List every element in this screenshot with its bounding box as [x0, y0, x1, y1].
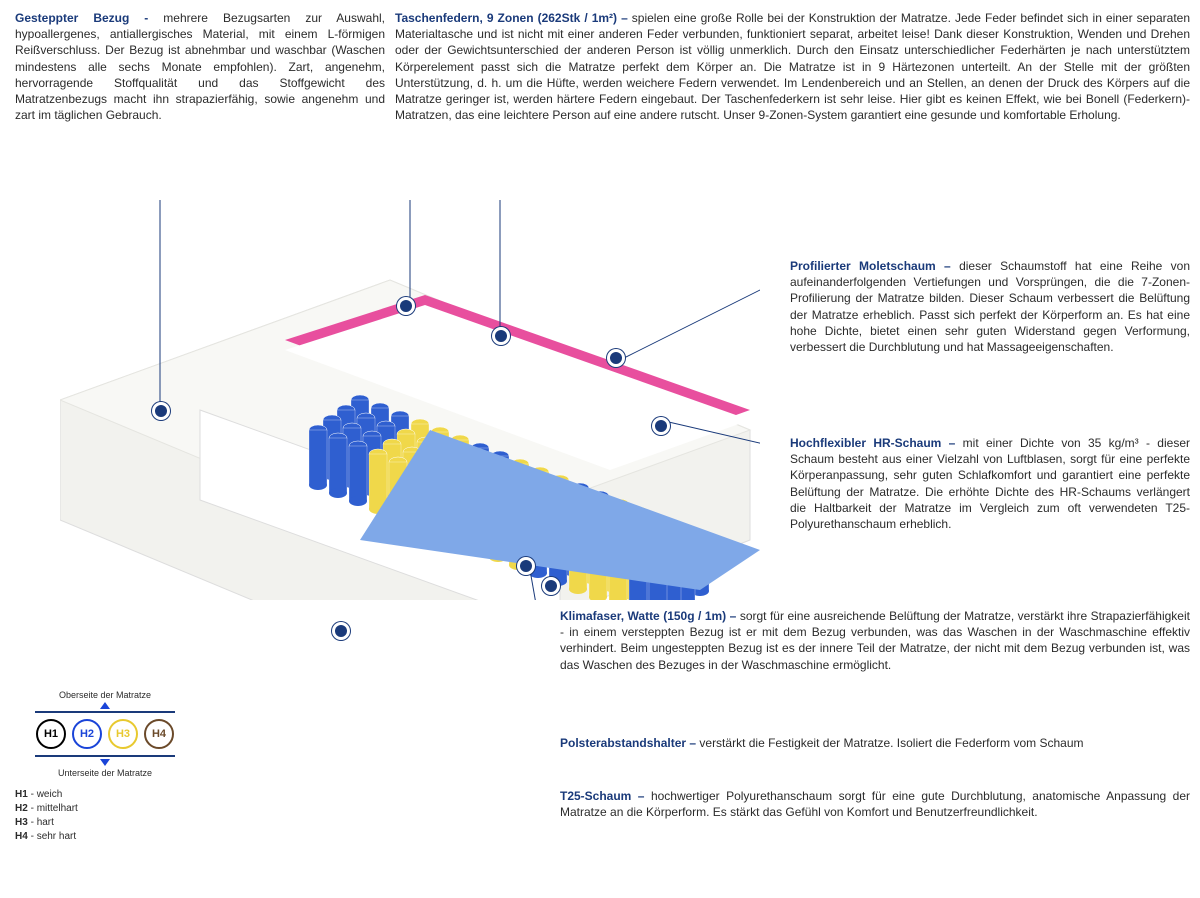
cover-title: Gesteppter Bezug -: [15, 11, 163, 25]
cover-body: mehrere Bezugsarten zur Auswahl, hypoall…: [15, 11, 385, 122]
arrow-down-icon: [100, 759, 110, 766]
t25-body: hochwertiger Polyurethanschaum sorgt für…: [560, 789, 1190, 819]
h2-circle: H2: [72, 719, 102, 749]
hr-body: mit einer Dichte von 35 kg/m³ - dieser S…: [790, 436, 1190, 531]
legend-bottom-label: Unterseite der Matratze: [15, 768, 195, 778]
hardness-list: H1 - weich H2 - mittelhart H3 - hart H4 …: [15, 788, 195, 844]
callout-dot: [610, 352, 622, 364]
legend-top-label: Oberseite der Matratze: [15, 690, 195, 700]
spacer-title: Polsterabstandshalter –: [560, 736, 699, 750]
hardness-legend: Oberseite der Matratze H1 H2 H3 H4 Unter…: [15, 690, 195, 844]
h3-circle: H3: [108, 719, 138, 749]
t25-title: T25-Schaum –: [560, 789, 651, 803]
callout-dot: [335, 625, 347, 637]
molet-foam-description: Profilierter Moletschaum – dieser Schaum…: [790, 258, 1190, 355]
spacer-body: verstärkt die Festigkeit der Matratze. I…: [699, 736, 1083, 750]
cover-description: Gesteppter Bezug - mehrere Bezugsarten z…: [15, 10, 385, 123]
spacer-description: Polsterabstandshalter – verstärkt die Fe…: [560, 735, 1190, 751]
callout-dot: [495, 330, 507, 342]
molet-title: Profilierter Moletschaum –: [790, 259, 959, 273]
callout-dot: [655, 420, 667, 432]
legend-line: [35, 711, 175, 713]
callout-dot: [520, 560, 532, 572]
hardness-circles: H1 H2 H3 H4: [15, 719, 195, 749]
callout-dot: [400, 300, 412, 312]
climate-fiber-description: Klimafaser, Watte (150g / 1m) – sorgt fü…: [560, 608, 1190, 673]
legend-line: [35, 755, 175, 757]
callout-dot: [155, 405, 167, 417]
climate-title: Klimafaser, Watte (150g / 1m) –: [560, 609, 740, 623]
mattress-diagram: [60, 200, 760, 600]
springs-description: Taschenfedern, 9 Zonen (262Stk / 1m²) – …: [395, 10, 1190, 123]
arrow-up-icon: [100, 702, 110, 709]
springs-title: Taschenfedern, 9 Zonen (262Stk / 1m²) –: [395, 11, 632, 25]
hr-title: Hochflexibler HR-Schaum –: [790, 436, 963, 450]
t25-foam-description: T25-Schaum – hochwertiger Polyurethansch…: [560, 788, 1190, 820]
callout-dot: [545, 580, 557, 592]
springs-body: spielen eine große Rolle bei der Konstru…: [395, 11, 1190, 122]
hr-foam-description: Hochflexibler HR-Schaum – mit einer Dich…: [790, 435, 1190, 532]
h1-circle: H1: [36, 719, 66, 749]
molet-body: dieser Schaumstoff hat eine Reihe von au…: [790, 259, 1190, 354]
h4-circle: H4: [144, 719, 174, 749]
